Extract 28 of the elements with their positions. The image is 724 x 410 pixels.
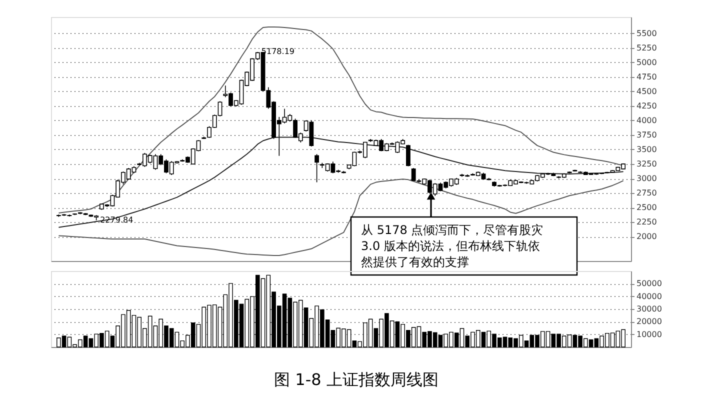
y-tick-label: 2750 [636,188,657,198]
y-tick-label: 4750 [636,72,657,82]
y-tick-label: 2000 [636,232,657,242]
caption: 图 1-8 上证指数周线图 [274,370,438,389]
y-tick-label: 4500 [636,86,657,96]
y-tick-label: 40000 [636,292,662,301]
candlestick [314,154,319,183]
line-series [58,178,624,256]
y-tick-label: 5500 [636,28,657,38]
y-tick-label: 3000 [636,174,657,184]
candlestick [406,144,410,167]
y-tick-label: 50000 [636,279,662,288]
y-tick-label: 20000 [636,317,662,326]
annotation: 从 5178 点倾泻而下，尽管有股灾 3.0 版本的说法，但布林线下轨依然提供了有效的支撑 [361,223,544,269]
y-tick-label: 2500 [636,203,657,212]
y-tick-label: 3750 [636,130,657,140]
annotation: 2279.84 [100,215,134,224]
y-tick-label: 3500 [636,144,657,154]
y-tick-label: 10000 [636,330,662,339]
y-tick-label: 5000 [636,58,657,67]
annotation: 5178.19 [261,46,295,56]
line-series [58,26,624,214]
y-tick-label: 4000 [636,116,657,125]
y-tick-label: 2250 [636,218,657,227]
y-tick-label: 3250 [636,159,657,168]
y-tick-label: 5250 [636,43,657,52]
y-tick-label: 30000 [636,304,662,314]
y-tick-label: 4250 [636,101,657,110]
